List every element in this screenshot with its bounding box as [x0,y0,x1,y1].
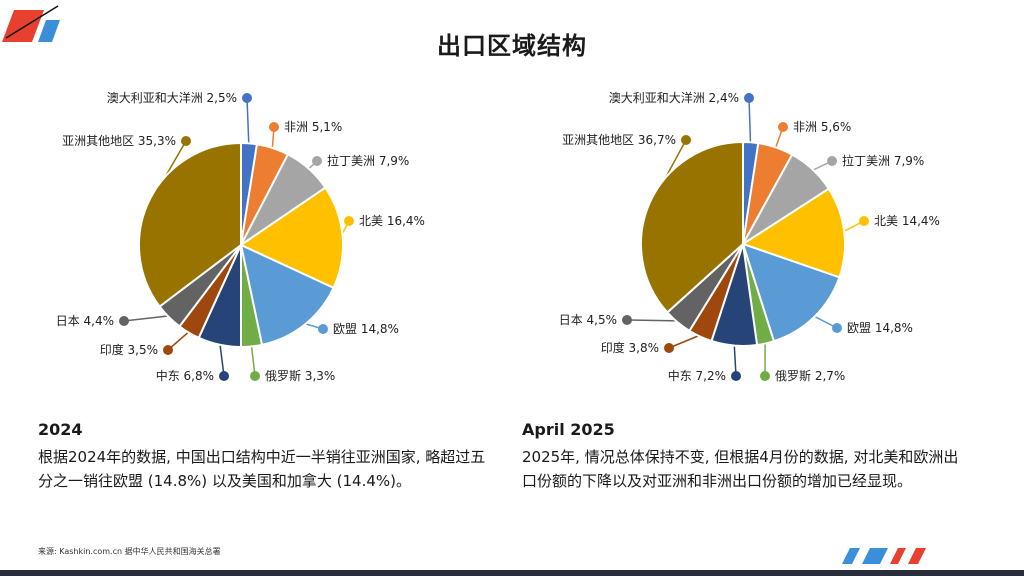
label-marker [681,135,691,145]
leader-line [626,319,680,322]
label-marker [778,122,788,132]
label-marker [832,323,842,333]
summary-text: 根据2024年的数据, 中国出口结构中近一半销往亚洲国家, 略超过五分之一销往欧… [38,448,486,490]
brand-logo [2,5,60,42]
label-marker [119,316,129,326]
label-marker [622,315,632,325]
label-marker [269,122,279,132]
leader-line [250,344,256,377]
leader-line [219,342,225,377]
slice-label: 亚洲其他地区 35,3% [62,134,176,148]
slice-label: 俄罗斯 3,3% [265,369,335,383]
slice-label: 澳大利亚和大洋洲 2,4% [609,90,739,105]
slice-label: 北美 16,4% [359,214,425,228]
slice-label: 澳大利亚和大洋洲 2,5% [107,90,237,105]
label-marker [731,371,741,381]
label-marker [859,216,869,226]
label-marker [664,343,674,353]
leader-line [123,314,171,322]
label-marker [250,371,260,381]
slice-label: 印度 3,5% [100,342,158,357]
slice-label: 俄罗斯 2,7% [775,369,845,383]
slice-label: 北美 14,4% [874,214,940,228]
label-marker [312,156,322,166]
pie-slice [640,140,744,314]
label-marker [744,93,754,103]
pie-slice [138,141,242,308]
slice-label: 印度 3,8% [601,340,659,355]
page-title: 出口区域结构 [437,32,587,60]
slice-label: 拉丁美洲 7,9% [327,153,409,168]
pie-chart-2024: 澳大利亚和大洋洲 2,5% 非洲 5,1% 拉丁美洲 7,9% 北美 16,4% 欧盟 … [56,90,425,383]
leader-line [733,343,737,377]
slice-label: 日本 4,5% [559,313,617,327]
leader-line [246,97,250,146]
pie-slice [238,186,344,290]
slice-label: 日本 4,4% [56,314,114,328]
label-marker [163,345,173,355]
summary-text: 2025年, 情况总体保持不变, 但根据4月份的数据, 对北美和欧洲出口份额的下… [522,448,959,490]
label-marker [827,156,837,166]
label-marker [760,371,770,381]
slice-label: 欧盟 14,8% [333,322,399,336]
label-marker [181,136,191,146]
label-marker [219,371,229,381]
summary-heading: 2024 [38,420,83,439]
pie-chart-april-2025: 澳大利亚和大洋洲 2,4% 非洲 5,6% 拉丁美洲 7,9% 北美 14,4% 欧盟 … [559,90,940,383]
leader-line [668,334,702,349]
bottom-bar [0,570,1024,576]
leader-line [748,97,752,145]
summary-2024: 2024 根据2024年的数据, 中国出口结构中近一半销往亚洲国家, 略超过五分… [38,420,488,493]
slice-label: 亚洲其他地区 36,7% [562,133,676,147]
label-marker [318,324,328,334]
footer-stripes [842,548,926,564]
summary-2025: April 2025 2025年, 情况总体保持不变, 但根据4月份的数据, 对… [522,420,972,493]
slice-label: 中东 7,2% [668,368,726,383]
slice-label: 拉丁美洲 7,9% [842,153,924,168]
pie-slice [740,187,846,279]
label-marker [242,93,252,103]
pie-slice [239,243,335,346]
slice-label: 非洲 5,6% [793,120,851,134]
slice-label: 非洲 5,1% [284,120,342,134]
slice-label: 欧盟 14,8% [847,321,913,335]
source-note: 来源: Kashkin.com.cn 据中华人民共和国海关总署 [38,547,221,556]
slice-label: 中东 6,8% [156,368,214,383]
summary-heading: April 2025 [522,420,615,439]
label-marker [344,216,354,226]
